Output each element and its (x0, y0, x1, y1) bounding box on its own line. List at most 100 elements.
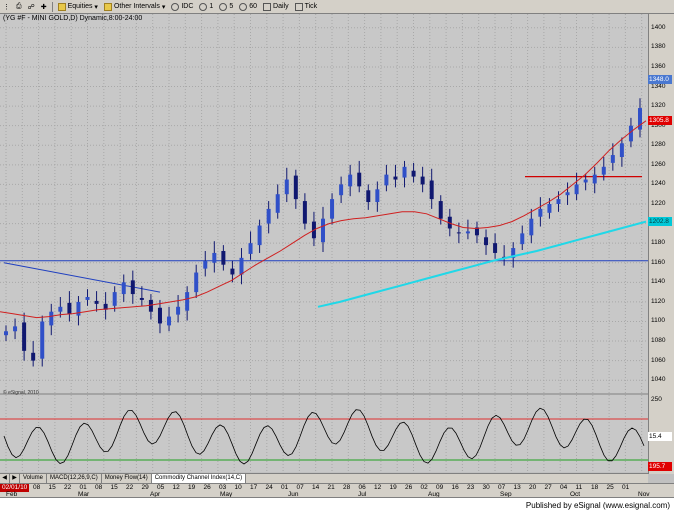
day-label: 18 (591, 484, 599, 491)
price-tick-label: 1380 (651, 43, 666, 51)
day-label: 09 (436, 484, 444, 491)
candle-body (348, 174, 353, 187)
candle-body (167, 316, 172, 326)
price-tick-label: 1240 (651, 180, 666, 188)
chart-area[interactable] (0, 14, 648, 472)
day-label: 07 (296, 484, 304, 491)
tab-cci[interactable]: Commodity Channel Index(14,C) (151, 474, 247, 483)
tab-scroll-left-icon[interactable]: ◀ (0, 474, 10, 483)
candle-body (130, 280, 135, 295)
link-icon[interactable]: ☍ (27, 3, 35, 11)
candle-body (601, 166, 606, 175)
day-label: 15 (110, 484, 118, 491)
clock-icon (239, 2, 248, 11)
candle-body (40, 321, 45, 359)
day-label: 11 (575, 484, 583, 491)
equities-menu[interactable]: Equities ▾ (55, 1, 101, 13)
other-intervals-menu[interactable]: Other Intervals ▾ (101, 1, 168, 13)
clock-icon (219, 2, 228, 11)
price-tick-label: 1160 (651, 258, 665, 266)
day-label: 07 (498, 484, 506, 491)
price-tick-label: 1120 (651, 297, 665, 305)
candle-body (339, 184, 344, 196)
day-label: 29 (141, 484, 149, 491)
interval-1[interactable]: 1 (196, 1, 216, 13)
price-axis[interactable]: 1400 1380 1360 1340 1320 1300 1280 1260 1240 1220… (648, 14, 674, 474)
day-label: 14 (312, 484, 320, 491)
day-label: 10 (234, 484, 242, 491)
interval-idc[interactable]: IDC (168, 1, 196, 13)
day-label: 16 (451, 484, 459, 491)
candle-body (366, 190, 371, 203)
candle-body (67, 302, 72, 314)
copyright-text: © eSignal, 2010 (3, 390, 39, 396)
price-tick-label: 1340 (651, 82, 666, 90)
day-label: 22 (64, 484, 72, 491)
clock-icon (199, 2, 208, 11)
osc-tag: 15.4 (648, 432, 672, 441)
toolbar: ⋮ ⎙ ☍ ✚ Equities ▾ Other Intervals ▾ IDC… (0, 0, 674, 14)
month-label: Oct (570, 491, 581, 498)
date-axis[interactable]: 02/01/10 08 15 22 01 08 15 22 29 05 12 19 26 03 10 17 2… (0, 483, 674, 498)
candle-body (221, 250, 226, 265)
candle-body (248, 243, 253, 254)
price-tag: 1202.8 (648, 216, 672, 226)
candle-body (148, 299, 153, 312)
price-tick-label: 1400 (651, 23, 666, 31)
candle-body (465, 231, 470, 234)
candle-body (420, 176, 425, 185)
candle-body (610, 155, 615, 163)
candle-body (493, 243, 498, 253)
candle-body (384, 174, 389, 186)
publisher-text: Published by eSignal (www.esignal.com) (525, 501, 670, 510)
candle-body (556, 199, 561, 204)
interval-daily[interactable]: Daily (260, 1, 292, 13)
day-label: 20 (529, 484, 537, 491)
candle-body (529, 218, 534, 236)
price-chart[interactable] (0, 14, 648, 472)
month-label: Feb (6, 491, 18, 498)
price-tag: 1305.8 (648, 116, 672, 125)
candle-body (375, 189, 380, 203)
interval-5[interactable]: 5 (216, 1, 236, 13)
candle-body (438, 201, 443, 219)
day-label: 17 (250, 484, 258, 491)
calendar-icon (263, 2, 272, 11)
candle-body (592, 174, 597, 184)
month-label: Sep (500, 491, 512, 498)
day-label: 28 (343, 484, 351, 491)
day-label: 13 (513, 484, 521, 491)
interval-60[interactable]: 60 (236, 1, 260, 13)
tab-macd[interactable]: MACD(12,26,9,C) (47, 474, 102, 483)
folder-icon (57, 2, 66, 11)
interval-tick[interactable]: Tick (292, 1, 321, 13)
price-tick-label: 1280 (651, 141, 666, 149)
candle-body (321, 218, 325, 243)
tab-volume[interactable]: Volume (20, 474, 48, 483)
day-label: 19 (389, 484, 397, 491)
candle-body (13, 326, 18, 332)
price-tick-label: 1080 (651, 337, 666, 345)
candle-body (85, 297, 90, 300)
price-tick-label: 1180 (651, 239, 665, 247)
candle-body (628, 125, 633, 142)
crosshair-icon[interactable]: ✚ (40, 3, 47, 11)
day-label: 08 (95, 484, 103, 491)
print-icon[interactable]: ⎙ (16, 2, 22, 10)
tab-scroll-right-icon[interactable]: ▶ (10, 474, 20, 483)
sma-50-line (0, 120, 647, 319)
candle-body (474, 227, 479, 236)
candle-body (257, 225, 262, 246)
day-label: 24 (265, 484, 273, 491)
day-label: 19 (188, 484, 196, 491)
price-tick-label: 1060 (651, 356, 666, 364)
candle-body (203, 260, 208, 269)
candle-body (538, 208, 543, 217)
candle-body (185, 292, 190, 311)
tab-money-flow[interactable]: Money Flow(14) (102, 474, 152, 483)
candle-body (484, 237, 489, 246)
price-tick-label: 1040 (651, 376, 666, 384)
day-label: 06 (358, 484, 366, 491)
day-label: 05 (157, 484, 165, 491)
day-label: 01 (79, 484, 87, 491)
